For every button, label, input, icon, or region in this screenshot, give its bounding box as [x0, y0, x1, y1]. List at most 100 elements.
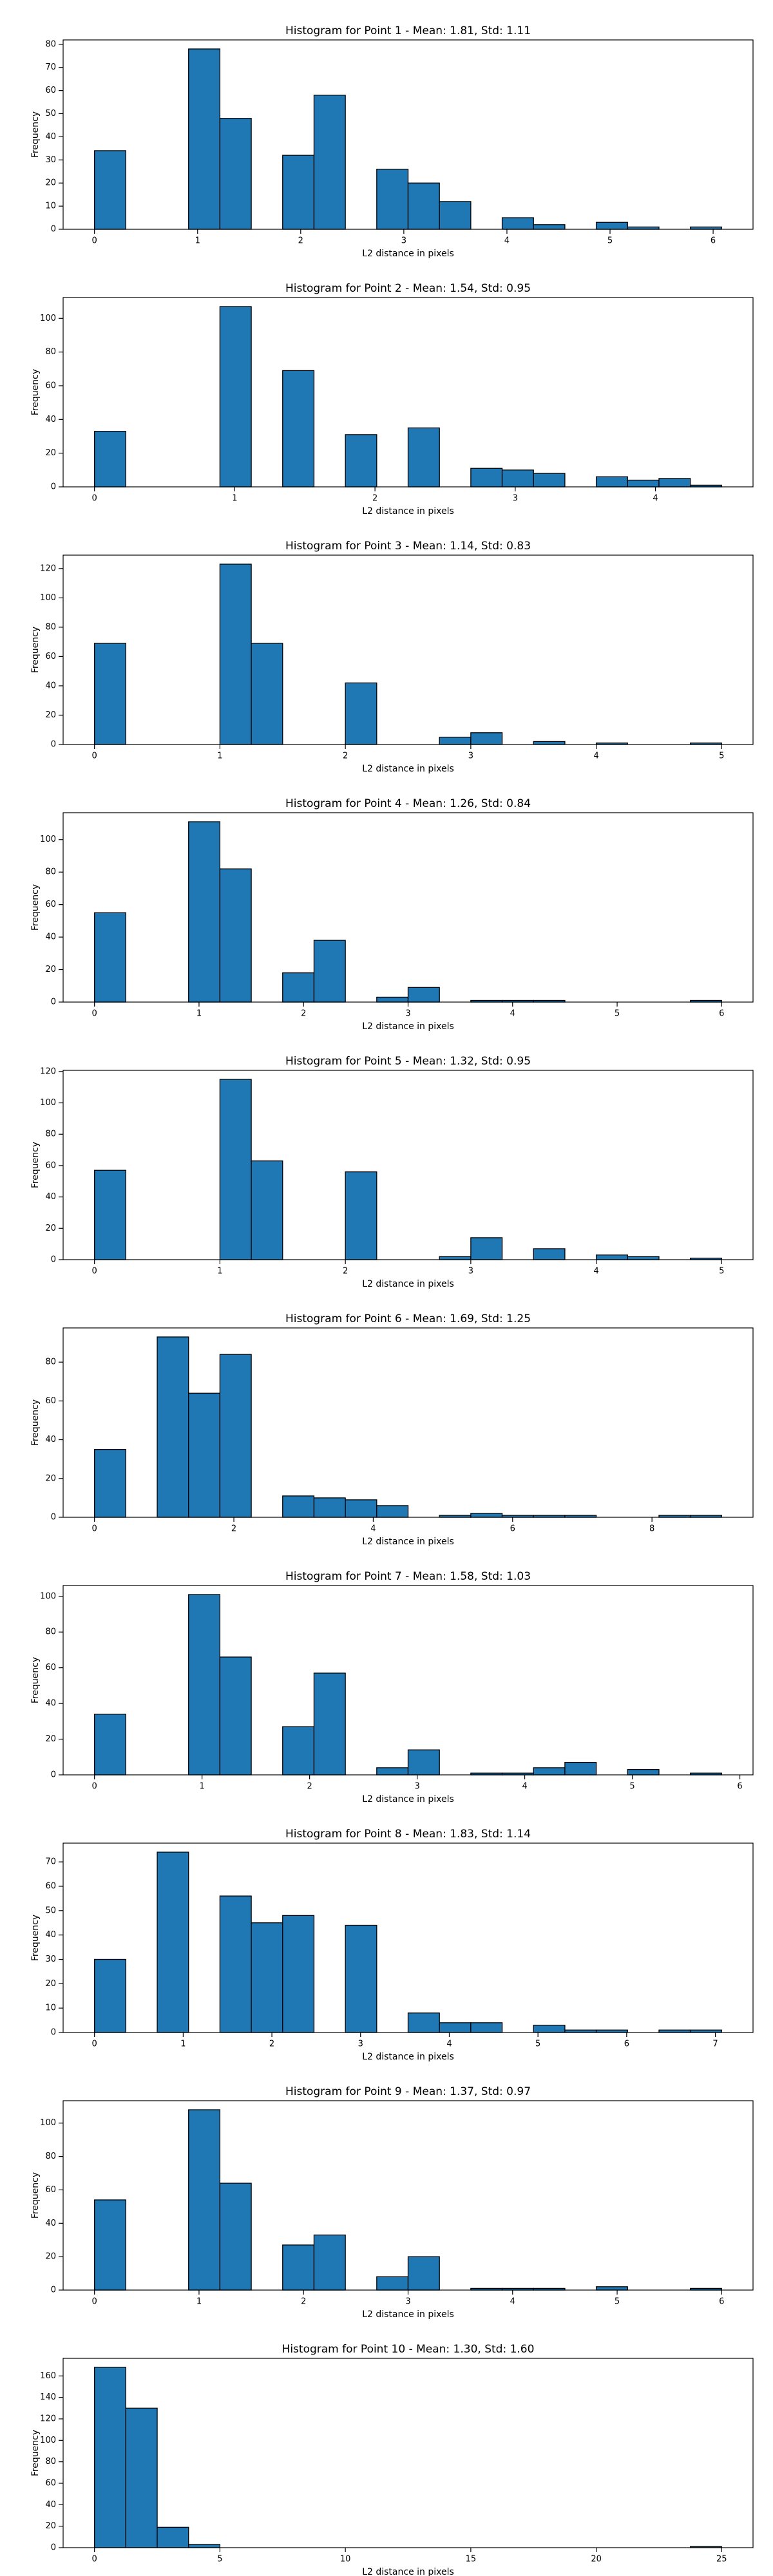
y-tick-label: 60	[45, 900, 56, 909]
y-tick-label: 100	[40, 1591, 56, 1601]
x-tick-label: 3	[405, 2297, 410, 2307]
x-tick-label: 7	[712, 2040, 718, 2049]
x-tick-label: 6	[510, 1524, 515, 1534]
x-tick-label: 1	[232, 494, 237, 504]
histogram-bar	[219, 1656, 252, 1776]
histogram-bar	[439, 1256, 472, 1260]
y-tick-label: 0	[51, 482, 56, 492]
y-tick-label: 0	[51, 2286, 56, 2295]
histogram-bar	[407, 987, 440, 1003]
x-tick-label: 4	[510, 2297, 515, 2307]
y-tick-label: 80	[45, 622, 56, 632]
y-tick-label: 140	[40, 2392, 56, 2402]
histogram-bar	[94, 1958, 127, 2033]
y-tick-label: 80	[45, 2457, 56, 2467]
histogram-bar	[533, 1248, 566, 1260]
y-tick-label: 40	[45, 1192, 56, 1202]
y-tick-label: 40	[45, 415, 56, 424]
x-tick-label: 5	[719, 752, 724, 761]
x-tick-label: 4	[370, 1524, 376, 1534]
y-tick-label: 100	[40, 593, 56, 603]
histogram-bar	[345, 682, 377, 745]
y-axis-label: Frequency	[30, 2430, 41, 2476]
x-tick-label: 0	[92, 1782, 97, 1792]
y-tick-label: 60	[45, 381, 56, 390]
x-tick-label: 2	[298, 236, 303, 246]
x-tick-label: 6	[719, 1009, 724, 1019]
y-tick-label: 70	[45, 62, 56, 72]
y-tick-label: 80	[45, 1627, 56, 1637]
histogram-bar	[376, 1767, 409, 1776]
y-axis-label: Frequency	[30, 1915, 41, 1961]
x-tick-label: 2	[307, 1782, 312, 1792]
x-tick-label: 2	[269, 2040, 274, 2049]
histogram-bar	[219, 1354, 252, 1518]
y-tick-label: 40	[45, 1930, 56, 1940]
y-tick-label: 60	[45, 86, 56, 95]
histogram-bar	[658, 478, 691, 488]
y-tick-label: 10	[45, 202, 56, 211]
y-tick-label: 60	[45, 1663, 56, 1672]
y-tick-label: 0	[51, 2543, 56, 2553]
x-tick-label: 10	[340, 2555, 351, 2564]
x-tick-label: 5	[615, 1009, 620, 1019]
y-tick-label: 0	[51, 1513, 56, 1522]
x-tick-label: 3	[401, 236, 406, 246]
y-tick-label: 20	[45, 710, 56, 720]
axes-frame	[62, 1070, 754, 1260]
y-axis-label: Frequency	[30, 1142, 41, 1188]
x-tick-label: 2	[301, 1009, 306, 1019]
histogram-bar	[94, 643, 127, 745]
chart-title: Histogram for Point 3 - Mean: 1.14, Std:…	[285, 540, 531, 553]
x-tick-label: 3	[468, 1267, 473, 1276]
x-tick-label: 1	[200, 1782, 205, 1792]
y-axis-label: Frequency	[30, 627, 41, 673]
histogram-bar	[282, 370, 315, 488]
histogram-bar	[407, 427, 440, 488]
x-tick-label: 0	[92, 2555, 97, 2564]
y-tick-label: 40	[45, 1699, 56, 1709]
histogram-bar	[470, 2022, 503, 2033]
y-tick-label: 80	[45, 1358, 56, 1367]
histogram-bar	[282, 155, 315, 230]
x-tick-label: 3	[513, 494, 518, 504]
x-tick-label: 5	[629, 1782, 635, 1792]
histogram-bar	[251, 643, 283, 745]
histogram-bar	[470, 468, 503, 488]
histogram-bar	[376, 996, 409, 1003]
histogram-bar	[595, 1255, 628, 1260]
histogram-bar	[219, 868, 252, 1003]
x-axis-label: L2 distance in pixels	[362, 764, 454, 774]
x-tick-label: 4	[504, 236, 510, 246]
y-tick-label: 0	[51, 2028, 56, 2038]
histogram-bar	[345, 1499, 377, 1518]
histogram-bar	[94, 150, 127, 230]
x-tick-label: 5	[719, 1267, 724, 1276]
chart-title: Histogram for Point 1 - Mean: 1.81, Std:…	[285, 24, 531, 37]
x-tick-label: 5	[217, 2555, 222, 2564]
histogram-bar	[188, 1594, 221, 1776]
y-tick-label: 20	[45, 965, 56, 974]
histogram-bar	[627, 1769, 660, 1776]
x-tick-label: 3	[468, 752, 473, 761]
histogram-bar	[627, 1256, 660, 1260]
x-axis-label: L2 distance in pixels	[362, 506, 454, 516]
y-tick-label: 40	[45, 933, 56, 942]
histogram-bar	[94, 2199, 127, 2291]
x-tick-label: 1	[195, 236, 200, 246]
histogram-bar	[313, 1672, 346, 1776]
y-tick-label: 20	[45, 1734, 56, 1744]
histogram-bar	[533, 224, 566, 230]
histogram-bar	[313, 1497, 346, 1518]
histogram-bar	[595, 476, 628, 488]
x-tick-label: 6	[624, 2040, 629, 2049]
histogram-bar	[376, 169, 409, 230]
x-tick-label: 0	[92, 2040, 97, 2049]
histogram-bar	[439, 201, 472, 230]
y-tick-label: 30	[45, 155, 56, 165]
x-axis-label: L2 distance in pixels	[362, 2052, 454, 2062]
y-tick-label: 40	[45, 132, 56, 142]
chart-title: Histogram for Point 9 - Mean: 1.37, Std:…	[285, 2085, 531, 2098]
x-tick-label: 0	[92, 1009, 97, 1019]
histogram-bar	[501, 469, 534, 488]
